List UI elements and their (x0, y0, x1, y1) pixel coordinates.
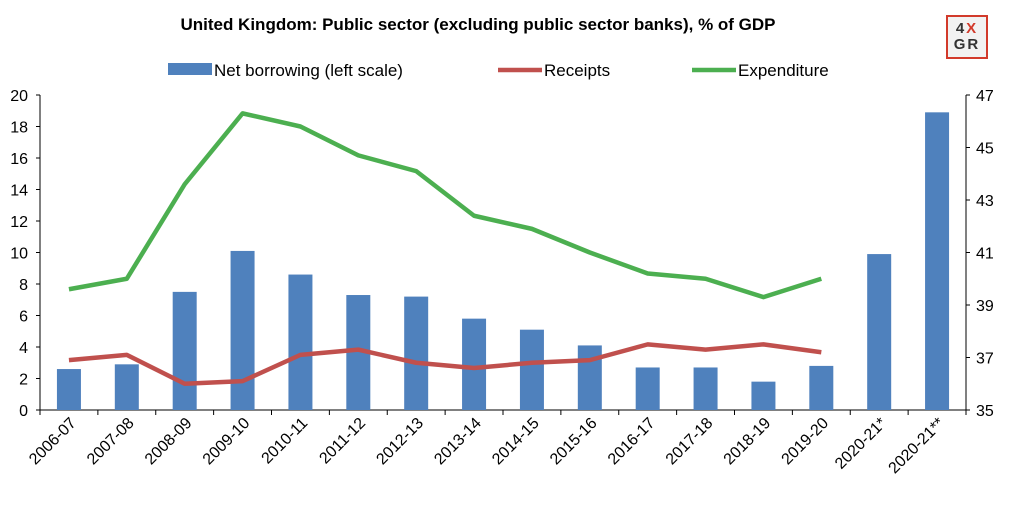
right-tick-label: 43 (976, 193, 994, 210)
x-tick-label: 2008-09 (142, 415, 196, 469)
x-tick-label: 2018-19 (721, 415, 775, 469)
left-tick-label: 6 (19, 309, 28, 326)
series-line-expenditure (68, 111, 822, 300)
logo: 4X GR (946, 15, 988, 59)
right-tick-label: 45 (976, 141, 994, 158)
bar (519, 329, 544, 410)
bar (867, 254, 892, 410)
bar (925, 112, 950, 410)
legend-label: Net borrowing (left scale) (214, 61, 403, 80)
x-tick-label: 2016-17 (605, 415, 659, 469)
x-tick-label: 2020-21** (886, 415, 948, 477)
bar (404, 296, 429, 410)
right-tick-label: 47 (976, 88, 994, 105)
x-tick-label: 2013-14 (431, 415, 485, 469)
x-tick-label: 2011-12 (316, 415, 369, 468)
left-tick-label: 4 (19, 340, 28, 357)
bar (693, 367, 718, 410)
x-tick-label: 2009-10 (200, 415, 254, 469)
bar (462, 318, 487, 410)
right-tick-label: 35 (976, 403, 994, 420)
left-tick-label: 2 (19, 372, 28, 389)
x-tick-label: 2006-07 (26, 415, 80, 469)
bar (114, 364, 139, 410)
x-tick-label: 2012-13 (373, 415, 427, 469)
bar (635, 367, 660, 410)
left-tick-label: 0 (19, 403, 28, 420)
left-tick-label: 8 (19, 277, 28, 294)
bar (230, 250, 255, 410)
legend: Net borrowing (left scale) Receipts Expend… (168, 61, 829, 80)
x-tick-label: 2019-20 (779, 415, 833, 469)
series-line-receipts (68, 342, 822, 386)
bar (809, 365, 834, 410)
x-tick-label: 2017-18 (663, 415, 717, 469)
left-tick-label: 10 (10, 246, 28, 263)
x-tick-label: 2020-21* (832, 415, 890, 473)
x-tick-label: 2007-08 (84, 415, 138, 469)
left-tick-label: 16 (10, 151, 28, 168)
legend-swatch (168, 63, 212, 75)
right-tick-label: 39 (976, 298, 994, 315)
legend-label: Expenditure (738, 61, 829, 80)
bar (288, 274, 313, 410)
bar (56, 369, 81, 410)
right-tick-label: 41 (976, 246, 994, 263)
x-tick-label: 2015-16 (547, 415, 601, 469)
legend-label: Receipts (544, 61, 610, 80)
bar (172, 291, 197, 410)
x-tick-label: 2014-15 (489, 415, 543, 469)
left-tick-label: 20 (10, 88, 28, 105)
right-tick-label: 37 (976, 351, 994, 368)
left-tick-label: 12 (10, 214, 28, 231)
chart-title: United Kingdom: Public sector (excluding… (180, 15, 775, 34)
bar (577, 345, 602, 410)
left-tick-label: 14 (10, 183, 28, 200)
left-tick-label: 18 (10, 120, 28, 137)
bar (751, 381, 776, 410)
x-tick-label: 2010-11 (259, 415, 312, 468)
